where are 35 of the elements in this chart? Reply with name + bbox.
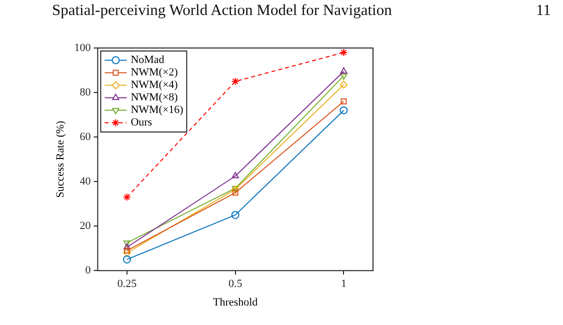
legend-label: Ours: [130, 116, 152, 129]
y-tick-label: 0: [85, 264, 92, 276]
point: [232, 190, 238, 196]
point: [340, 74, 348, 80]
point: [340, 48, 348, 56]
legend-label: NWM(×16): [130, 104, 184, 116]
x-tick-label: 0.5: [228, 278, 243, 290]
y-axis-title: Success Rate (%): [54, 120, 66, 198]
x-tick-label: 0.25: [117, 278, 138, 290]
point: [231, 77, 240, 86]
text: Spatial-perceiving World Action Model for Navigation: [52, 2, 392, 20]
point: [122, 193, 131, 202]
y-tick-label: 40: [80, 175, 92, 188]
y-tick-label: 20: [80, 220, 92, 232]
legend-label: NWM(×4): [130, 79, 178, 92]
point: [122, 248, 131, 257]
legend-label: NWM(×2): [130, 66, 178, 79]
legend-label: NWM(×8): [130, 92, 178, 104]
y-tick-label: 80: [80, 86, 92, 98]
point: [232, 172, 239, 178]
x-tick-label: 1: [340, 278, 346, 290]
point: [123, 243, 130, 250]
point: [340, 67, 348, 74]
point: [340, 80, 348, 89]
text: 11: [536, 2, 551, 20]
point: [124, 248, 130, 254]
point: [340, 98, 347, 104]
x-axis-title: Threshold: [213, 296, 258, 308]
y-tick-label: 100: [74, 42, 92, 54]
point: [123, 240, 130, 247]
point: [231, 210, 240, 219]
legend-label: NoMad: [130, 54, 165, 66]
point: [340, 106, 348, 114]
point: [122, 255, 131, 264]
y-tick-label: 60: [80, 130, 92, 143]
